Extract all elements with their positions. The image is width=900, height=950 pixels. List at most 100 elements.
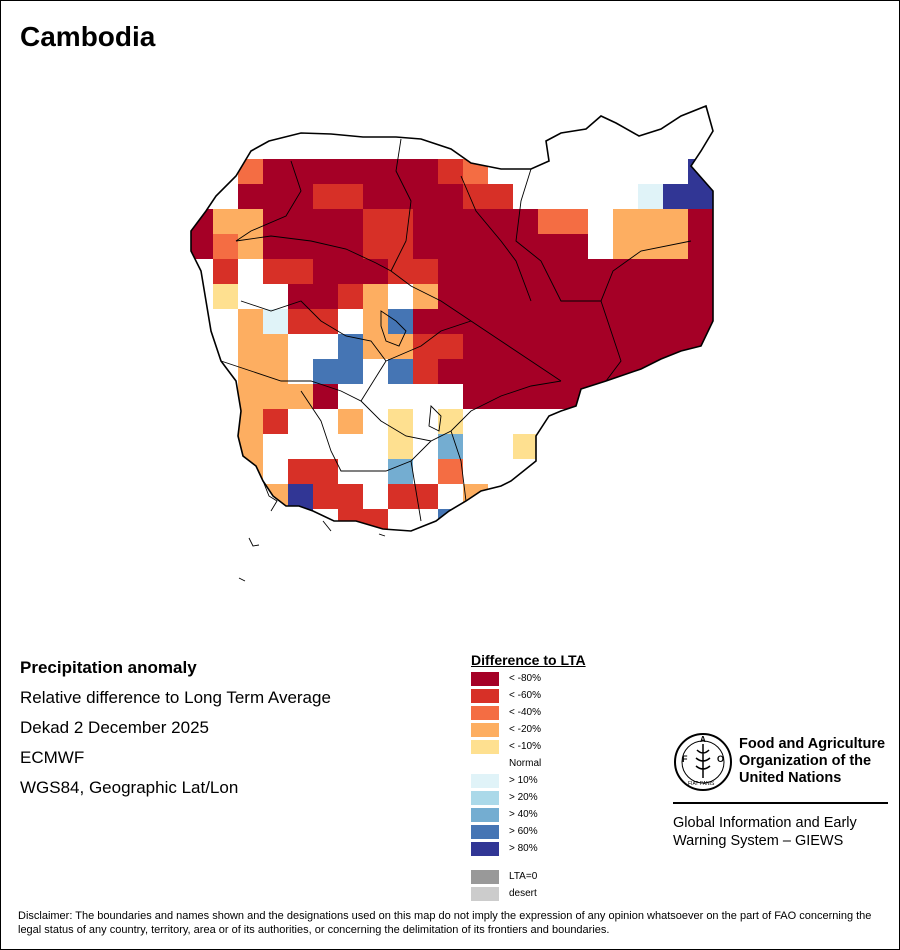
grid-cell-lt10 — [388, 409, 413, 434]
grid-cell-lt20 — [663, 234, 688, 259]
grid-cell-lt20 — [613, 234, 638, 259]
grid-cell-lt60 — [363, 534, 388, 559]
grid-cell-lt20 — [563, 434, 588, 459]
grid-cell-lt80 — [713, 259, 738, 284]
legend-label: > 40% — [509, 809, 538, 820]
grid-cell-lt80 — [588, 284, 613, 309]
grid-cell-lt60 — [313, 484, 338, 509]
grid-cell-lt80 — [313, 209, 338, 234]
grid-cell-lt80 — [738, 259, 763, 284]
grid-cell-lt20 — [713, 109, 738, 134]
grid-cell-lt60 — [288, 459, 313, 484]
grid-cell-lt80 — [663, 384, 688, 409]
grid-cell-lt60 — [638, 509, 663, 531]
grid-cell-lt20 — [563, 459, 588, 484]
grid-cell-lt80 — [238, 184, 263, 209]
grid-cell-gt10 — [263, 534, 288, 559]
grid-cell-lt80 — [363, 184, 388, 209]
grid-cell-lt80 — [413, 309, 438, 334]
disclaimer: Disclaimer: The boundaries and names sho… — [18, 910, 872, 936]
grid-cell-lt80 — [713, 234, 738, 259]
grid-cell-lt60 — [663, 484, 688, 509]
time-period: Dekad 2 December 2025 — [20, 718, 210, 737]
svg-text:O: O — [717, 754, 724, 764]
grid-cell-lt80 — [613, 384, 638, 409]
grid-cell-lt80 — [488, 359, 513, 384]
grid-cell-lt60 — [488, 184, 513, 209]
grid-cell-lt80 — [613, 309, 638, 334]
legend-title: Difference to LTA — [471, 652, 586, 668]
grid-cell-lt60 — [738, 209, 763, 234]
grid-cell-lt80 — [538, 384, 563, 409]
grid-cell-lt80 — [563, 309, 588, 334]
grid-cell-gt40 — [513, 484, 538, 509]
grid-cell-lt80 — [688, 459, 713, 484]
grid-cell-lt80 — [613, 409, 638, 434]
grid-cell-lt80 — [288, 584, 313, 609]
legend-label: < -10% — [509, 741, 541, 752]
grid-cell-lt80 — [663, 259, 688, 284]
grid-cell-lt80 — [313, 384, 338, 409]
grid-cell-lt60 — [338, 484, 363, 509]
grid-cell-lt80 — [638, 559, 663, 584]
grid-cell-lt80 — [463, 284, 488, 309]
grid-cell-lt20 — [313, 534, 338, 559]
grid-cell-lt60 — [563, 584, 588, 609]
legend-label: Normal — [509, 758, 542, 769]
grid-cell-lt80 — [438, 234, 463, 259]
grid-cell-lt60 — [363, 234, 388, 259]
grid-cell-lt60 — [463, 184, 488, 209]
grid-cell-lt80 — [688, 384, 713, 409]
admin-boundaries — [190, 104, 714, 582]
grid-cell-lt20 — [238, 309, 263, 334]
grid-cell-lt80 — [288, 609, 313, 634]
grid-cell-gt80 — [688, 159, 713, 184]
grid-cell-lt80 — [588, 259, 613, 284]
grid-cell-lt60 — [338, 184, 363, 209]
grid-cell-lt80 — [513, 334, 538, 359]
grid-cell-lt60 — [363, 209, 388, 234]
grid-cell-lt80 — [738, 334, 763, 359]
fao-logo-letters: F — [682, 754, 688, 764]
grid-cell-lt80 — [688, 209, 713, 234]
grid-cell-lt80 — [413, 209, 438, 234]
grid-cell-lt80 — [338, 209, 363, 234]
grid-cell-gt60 — [338, 359, 363, 384]
grid-cell-lt80 — [538, 234, 563, 259]
grid-cell-lt80 — [513, 284, 538, 309]
divider — [673, 802, 888, 804]
grid-cell-lt80 — [438, 209, 463, 234]
grid-cell-lt40 — [713, 209, 738, 234]
grid-cell-lt80 — [338, 259, 363, 284]
grid-cell-lt20 — [413, 584, 438, 609]
grid-cell-lt40 — [563, 209, 588, 234]
grid-cell-lt80 — [738, 284, 763, 309]
grid-cell-gt80 — [288, 509, 313, 531]
grid-cell-lt80 — [613, 334, 638, 359]
grid-cell-lt80 — [713, 334, 738, 359]
grid-cell-lt20 — [638, 234, 663, 259]
grid-cell-gt60 — [763, 184, 788, 209]
grid-cell-lt80 — [463, 209, 488, 234]
grid-cell-gt60 — [438, 509, 463, 531]
grid-cell-lt80 — [263, 234, 288, 259]
grid-cell-lt80 — [288, 559, 313, 584]
grid-cell-lt80 — [638, 384, 663, 409]
grid-cell-lt20 — [238, 384, 263, 409]
grid-cell-gt40 — [488, 509, 513, 531]
grid-cell-lt80 — [488, 284, 513, 309]
grid-cell-lt80 — [488, 234, 513, 259]
grid-cell-lt60 — [338, 284, 363, 309]
grid-cell-lt80 — [663, 309, 688, 334]
grid-cell-lt60 — [713, 134, 738, 159]
grid-cell-lt80 — [588, 309, 613, 334]
grid-cell-lt60 — [213, 259, 238, 284]
legend-swatch — [471, 887, 499, 901]
grid-cell-lt80 — [563, 284, 588, 309]
grid-cell-lt80 — [463, 359, 488, 384]
organization-name: Food and Agriculture Organization of the… — [739, 736, 886, 786]
legend-swatch — [471, 791, 499, 805]
grid-cell-lt80 — [688, 234, 713, 259]
legend-label: < -20% — [509, 724, 541, 735]
